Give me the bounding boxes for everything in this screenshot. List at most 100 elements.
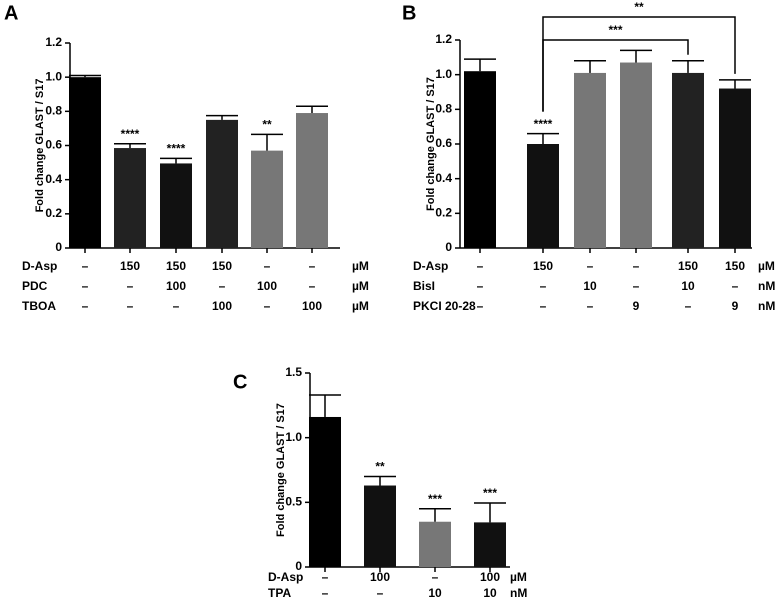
significance: *** [428, 492, 442, 506]
condition-value: – [322, 570, 329, 584]
condition-value: 10 [428, 586, 442, 600]
condition-value: 9 [732, 299, 739, 313]
condition-value: 100 [480, 570, 500, 584]
condition-value: – [377, 586, 384, 600]
bar [206, 119, 238, 248]
bar [296, 113, 328, 249]
y-tick-label: 0.4 [45, 172, 62, 186]
y-tick-label: 1.0 [45, 69, 62, 83]
y-tick-label: 1.5 [285, 365, 302, 379]
bar [527, 144, 559, 248]
condition-value: – [127, 279, 134, 293]
condition-unit: nM [758, 279, 775, 293]
bar [419, 521, 451, 567]
bar [251, 150, 283, 248]
bar [672, 72, 704, 248]
condition-value: 9 [633, 299, 640, 313]
condition-value: – [685, 299, 692, 313]
condition-value: 10 [681, 279, 695, 293]
significance: ** [262, 118, 272, 132]
bar [160, 163, 192, 248]
y-tick-label: 1.2 [45, 35, 62, 49]
y-tick-label: 0.6 [45, 138, 62, 152]
condition-value: 100 [212, 299, 232, 313]
condition-value: – [633, 259, 640, 273]
bar [474, 522, 506, 567]
condition-label: D-Asp [413, 259, 448, 273]
bar [464, 71, 496, 248]
y-tick-label: 1.2 [435, 32, 452, 46]
condition-value: – [82, 279, 89, 293]
condition-value: 100 [370, 570, 390, 584]
condition-value: – [127, 299, 134, 313]
condition-value: – [540, 299, 547, 313]
condition-label: BisI [413, 279, 435, 293]
y-tick-label: 1.0 [435, 67, 452, 81]
condition-value: 150 [166, 259, 186, 273]
bar [69, 77, 101, 249]
condition-value: – [477, 299, 484, 313]
condition-value: – [477, 259, 484, 273]
significance: *** [483, 486, 497, 500]
condition-value: 100 [166, 279, 186, 293]
condition-unit: µM [510, 570, 527, 584]
y-axis-label: Fold change GLAST / S17 [425, 77, 437, 211]
condition-value: – [432, 570, 439, 584]
comparison-bracket [542, 39, 689, 112]
condition-value: – [587, 259, 594, 273]
condition-value: – [587, 299, 594, 313]
panel-label: A [4, 2, 18, 24]
condition-unit: µM [758, 259, 775, 273]
condition-label: D-Asp [22, 259, 57, 273]
condition-value: 150 [725, 259, 745, 273]
panel-label: B [402, 2, 416, 24]
condition-label: D-Asp [268, 570, 303, 584]
condition-value: 10 [583, 279, 597, 293]
bar [574, 72, 606, 248]
bar [114, 148, 146, 248]
y-tick-label: 0 [295, 559, 302, 573]
condition-value: – [82, 299, 89, 313]
y-tick-label: 0.5 [285, 495, 302, 509]
condition-value: – [477, 279, 484, 293]
significance: *** [608, 23, 622, 37]
y-tick-label: 0.4 [435, 171, 452, 185]
y-tick-label: 0.2 [45, 206, 62, 220]
y-tick-label: 0.2 [435, 206, 452, 220]
condition-value: – [540, 279, 547, 293]
significance: **** [167, 141, 186, 155]
condition-value: – [322, 586, 329, 600]
bar [719, 88, 751, 249]
y-tick-label: 0 [55, 240, 62, 254]
condition-value: – [264, 259, 271, 273]
condition-value: 150 [212, 259, 232, 273]
condition-value: – [264, 299, 271, 313]
significance: ** [634, 0, 644, 14]
condition-label: TBOA [22, 299, 56, 313]
y-axis-label: Fold change GLAST / S17 [275, 403, 287, 537]
y-tick-label: 0.8 [45, 104, 62, 118]
condition-unit: nM [510, 586, 527, 600]
condition-value: 150 [533, 259, 553, 273]
panel-label: C [233, 371, 247, 393]
condition-label: TPA [268, 586, 291, 600]
condition-unit: nM [758, 299, 775, 313]
bar [620, 62, 652, 249]
bar [364, 485, 396, 567]
significance: **** [534, 117, 553, 131]
bar [309, 416, 341, 567]
condition-value: – [219, 279, 226, 293]
condition-value: 100 [257, 279, 277, 293]
condition-value: 10 [483, 586, 497, 600]
condition-value: 150 [678, 259, 698, 273]
significance: ** [375, 460, 385, 474]
condition-unit: µM [352, 259, 369, 273]
y-tick-label: 0.6 [435, 136, 452, 150]
condition-label: PKCI 20-28 [413, 299, 476, 313]
condition-value: 150 [120, 259, 140, 273]
y-tick-label: 1.0 [285, 430, 302, 444]
y-tick-label: 0 [445, 240, 452, 254]
condition-label: PDC [22, 279, 48, 293]
